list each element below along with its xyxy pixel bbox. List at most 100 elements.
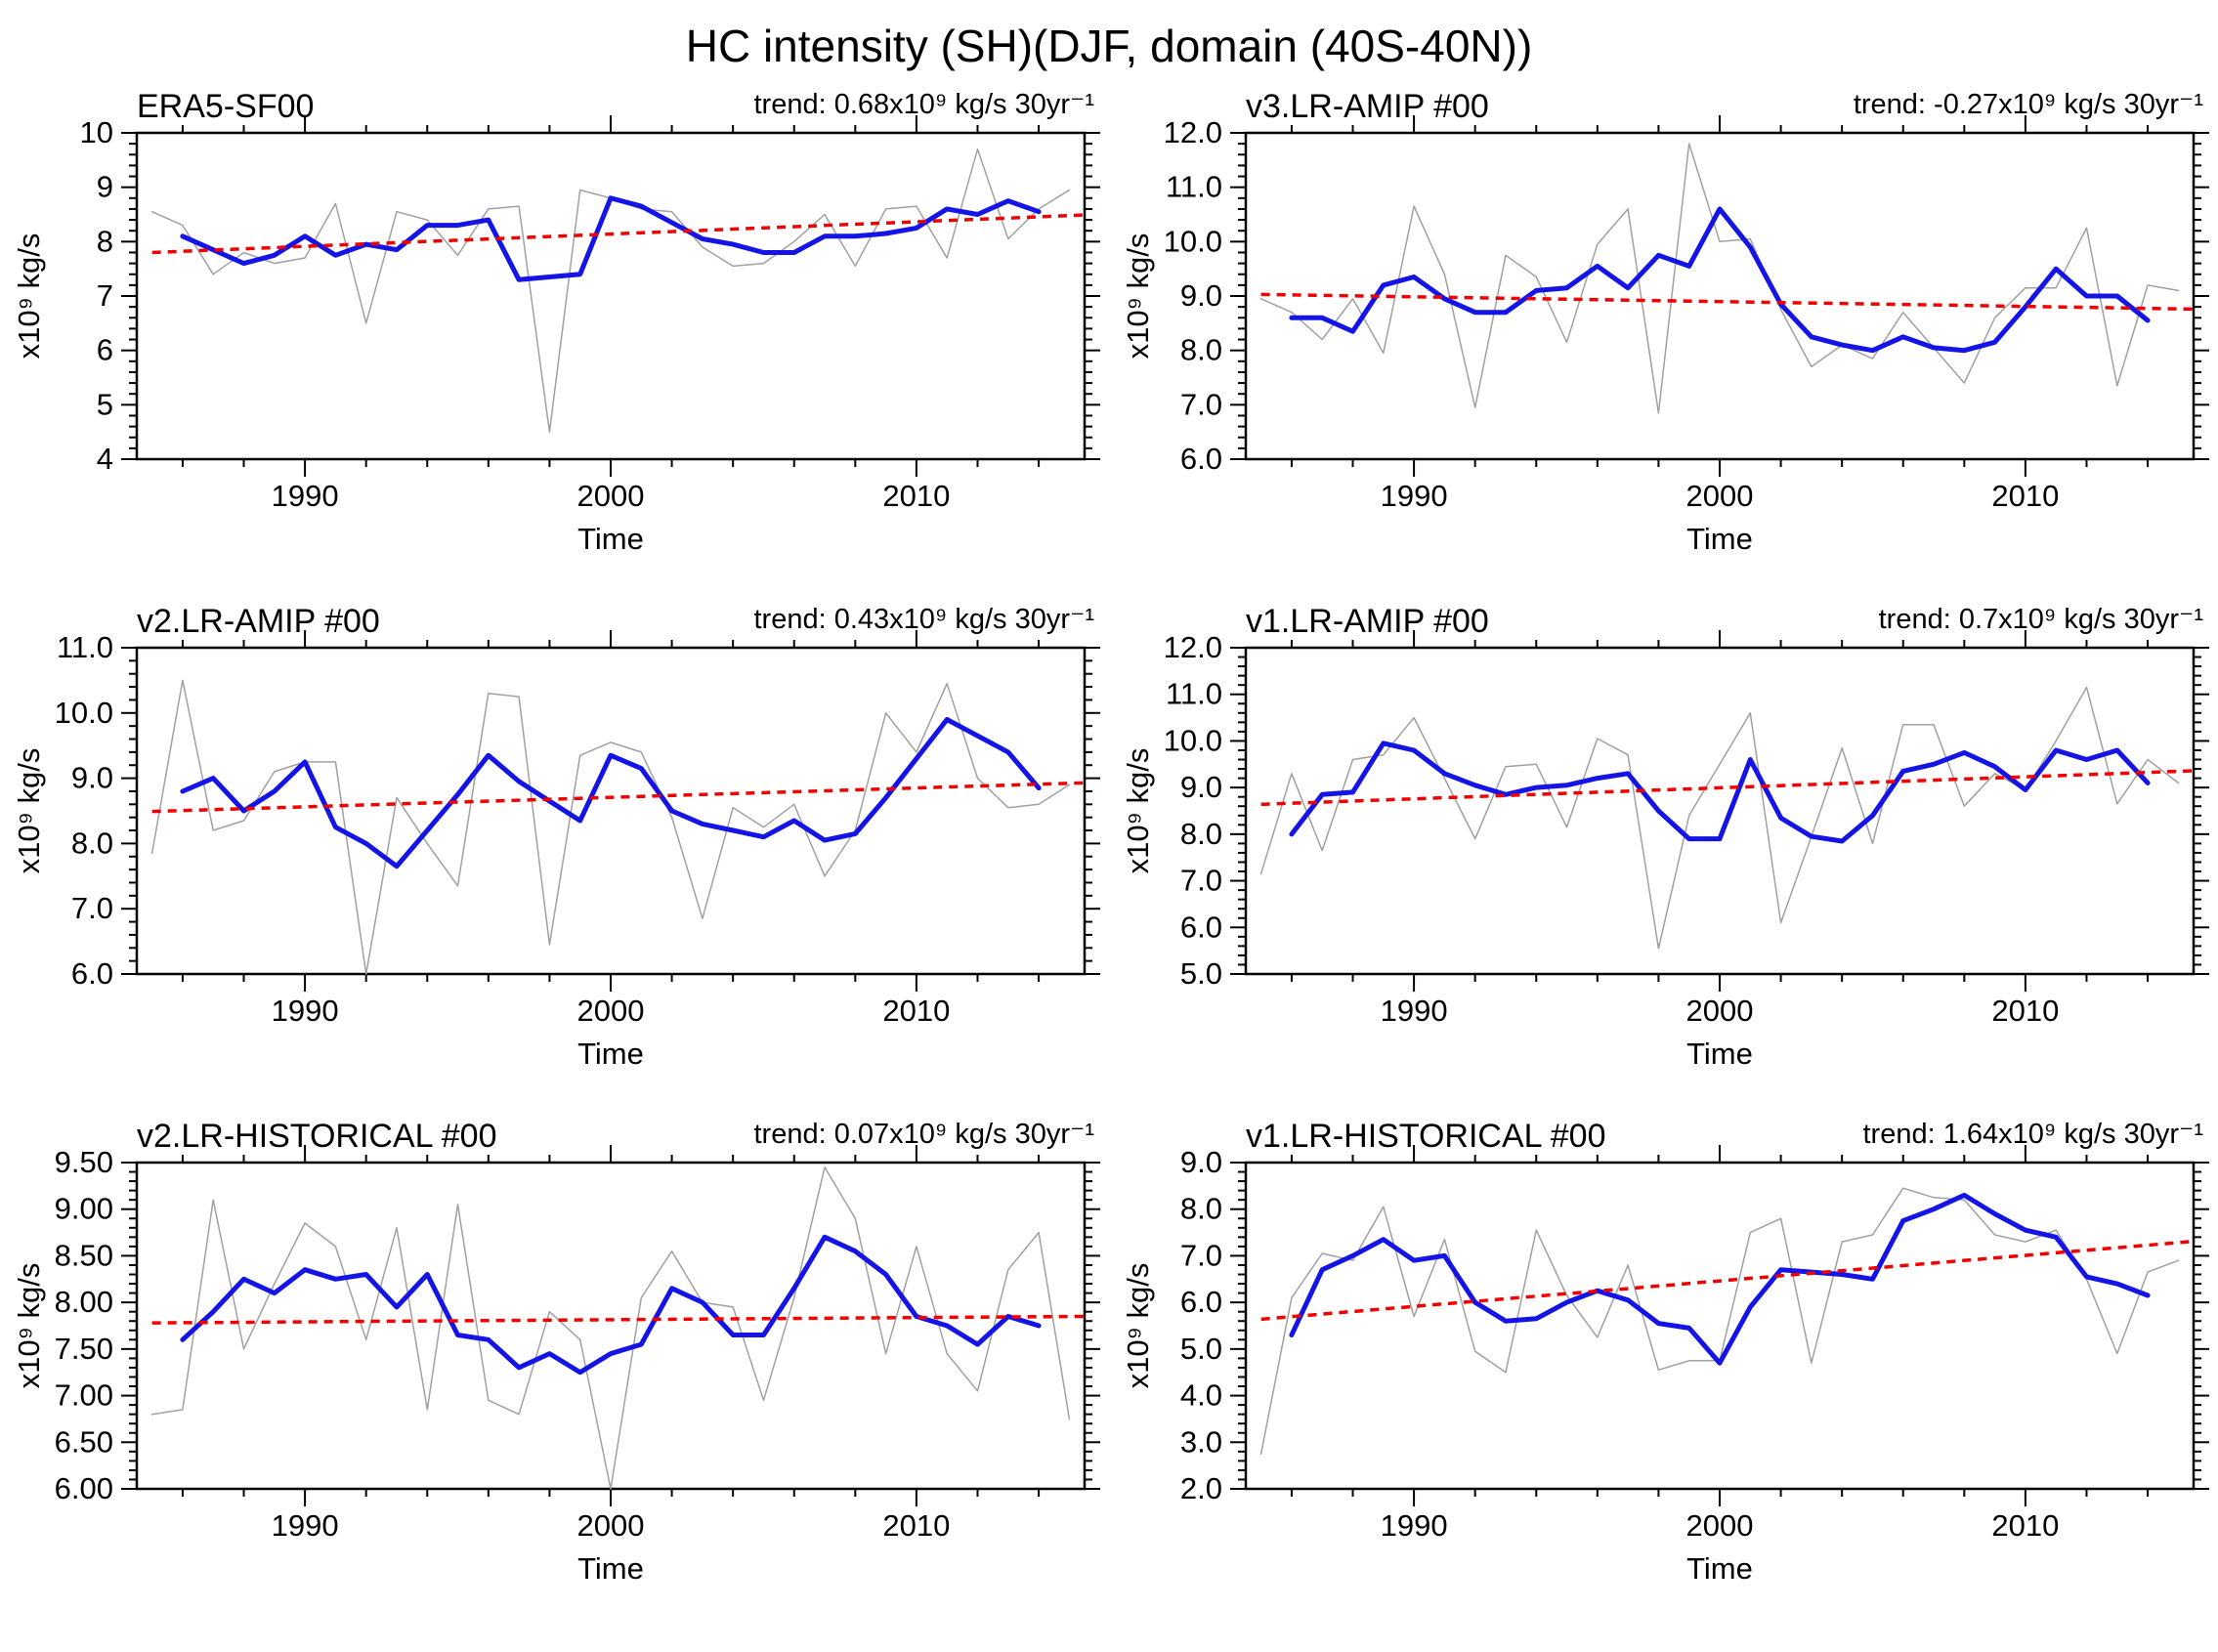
x-axis-title: Time: [577, 522, 644, 556]
smoothed-series-line: [1289, 206, 2151, 354]
x-tick-label: 2010: [882, 994, 950, 1028]
x-tick-label: 2000: [577, 994, 645, 1028]
y-tick-label: 2.0: [1180, 1471, 1222, 1505]
y-tick-label: 6.0: [1180, 442, 1222, 476]
annual-series-line: [150, 148, 1071, 433]
y-tick-label: 8.0: [71, 826, 113, 860]
y-tick-label: 8.0: [1180, 1192, 1222, 1226]
smoothed-series-line: [180, 717, 1042, 869]
figure-title: HC intensity (SH)(DJF, domain (40S-40N)): [685, 21, 1533, 71]
y-tick-label: 12.0: [1164, 115, 1222, 149]
panel-title: v1.LR-HISTORICAL #00: [1246, 1118, 1605, 1155]
y-axis-title: x10⁹ kg/s: [12, 233, 46, 360]
chart-panel-5: v2.LR-HISTORICAL #00 trend: 0.07x10⁹ kg/s…: [0, 1106, 1109, 1621]
trend-label: trend: 0.68x10⁹ kg/s 30yr⁻¹: [753, 89, 1094, 120]
y-tick-label: 8: [97, 224, 113, 258]
smoothed-series-line: [1289, 741, 2151, 844]
x-axis-title: Time: [577, 1551, 644, 1586]
y-tick-label: 7.00: [55, 1378, 113, 1413]
y-tick-label: 8.0: [1180, 333, 1222, 367]
chart-panel-3: v2.LR-AMIP #00 trend: 0.43x10⁹ kg/s 30yr⁻…: [0, 591, 1109, 1106]
y-tick-label: 11.0: [57, 630, 113, 664]
x-axis-title: Time: [1686, 1037, 1753, 1071]
y-tick-label: 7.0: [1180, 1238, 1222, 1272]
x-tick-label: 2010: [1991, 479, 2059, 513]
y-tick-label: 11.0: [1166, 677, 1222, 711]
y-tick-label: 12.0: [1164, 630, 1222, 664]
y-tick-label: 4: [97, 442, 113, 476]
annual-series-line: [150, 679, 1071, 975]
panel-grid: ERA5-SF00 trend: 0.68x10⁹ kg/s 30yr⁻¹ 1990…: [0, 76, 2218, 1621]
y-tick-label: 7.0: [71, 891, 113, 925]
y-tick-label: 6.50: [55, 1424, 113, 1459]
y-tick-label: 10.0: [55, 696, 113, 730]
panel-title: v2.LR-HISTORICAL #00: [137, 1118, 496, 1155]
trend-line: [151, 1314, 1086, 1325]
panel-title: v3.LR-AMIP #00: [1246, 88, 1489, 125]
panel-title: v1.LR-AMIP #00: [1246, 603, 1489, 640]
y-axis-title: x10⁹ kg/s: [12, 1263, 46, 1389]
y-tick-label: 8.0: [1180, 817, 1222, 851]
y-tick-label: 9.0: [71, 761, 113, 795]
annual-series-line: [1259, 1187, 2180, 1455]
y-tick-label: 5.0: [1180, 1332, 1222, 1366]
x-axis-title: Time: [577, 1037, 644, 1071]
smoothed-series-line: [1289, 1192, 2151, 1366]
x-tick-label: 2010: [882, 479, 950, 513]
y-tick-label: 7.0: [1180, 387, 1222, 421]
y-tick-label: 8.00: [55, 1285, 113, 1319]
y-tick-label: 9.50: [55, 1145, 113, 1179]
y-axis-title: x10⁹ kg/s: [12, 748, 46, 874]
trend-line: [1260, 292, 2195, 312]
plot-box: [135, 646, 1087, 976]
x-axis-title: Time: [1686, 1551, 1753, 1586]
y-axis-title: x10⁹ kg/s: [1121, 748, 1155, 874]
y-tick-label: 5: [97, 387, 113, 421]
annual-series-line: [1259, 686, 2180, 950]
x-tick-label: 2000: [1686, 994, 1754, 1028]
plot-box: [1244, 1161, 2196, 1491]
annual-series-line: [1259, 143, 2180, 414]
trend-label: trend: 0.7x10⁹ kg/s 30yr⁻¹: [1879, 604, 2204, 635]
y-tick-label: 9.00: [55, 1192, 113, 1226]
y-tick-label: 10: [80, 115, 113, 149]
y-tick-label: 10.0: [1164, 723, 1222, 757]
y-tick-label: 6.00: [55, 1471, 113, 1505]
x-tick-label: 2000: [577, 479, 645, 513]
annual-series-line: [150, 1166, 1071, 1490]
x-tick-label: 1990: [1381, 479, 1448, 513]
panel-svg: v1.LR-HISTORICAL #00 trend: 1.64x10⁹ kg/s…: [1121, 1118, 2209, 1586]
trend-label: trend: 1.64x10⁹ kg/s 30yr⁻¹: [1862, 1119, 2203, 1150]
smoothed-series-line: [180, 1234, 1042, 1376]
chart-panel-4: v1.LR-AMIP #00 trend: 0.7x10⁹ kg/s 30yr⁻¹…: [1109, 591, 2218, 1106]
y-tick-label: 7: [97, 278, 113, 313]
y-tick-label: 6: [97, 333, 113, 367]
y-axis-title: x10⁹ kg/s: [1121, 233, 1155, 360]
y-tick-label: 6.0: [71, 956, 113, 991]
trend-line: [151, 781, 1086, 814]
x-tick-label: 1990: [1381, 994, 1448, 1028]
y-tick-label: 9.0: [1180, 278, 1222, 313]
x-tick-label: 2010: [882, 1508, 950, 1543]
trend-line: [1260, 769, 2195, 807]
y-tick-label: 3.0: [1180, 1424, 1222, 1459]
y-tick-label: 10.0: [1164, 224, 1222, 258]
y-tick-label: 7.0: [1180, 864, 1222, 898]
x-tick-label: 1990: [272, 994, 339, 1028]
x-tick-label: 2000: [577, 1508, 645, 1543]
y-tick-label: 9.0: [1180, 1145, 1222, 1179]
y-tick-label: 9: [97, 170, 113, 204]
y-tick-label: 8.50: [55, 1238, 113, 1272]
x-axis-title: Time: [1686, 522, 1753, 556]
panel-svg: ERA5-SF00 trend: 0.68x10⁹ kg/s 30yr⁻¹ 1990…: [12, 88, 1100, 556]
y-tick-label: 4.0: [1180, 1378, 1222, 1413]
x-tick-label: 2000: [1686, 479, 1754, 513]
y-tick-label: 9.0: [1180, 770, 1222, 804]
x-tick-label: 2000: [1686, 1508, 1754, 1543]
trend-label: trend: -0.27x10⁹ kg/s 30yr⁻¹: [1854, 89, 2204, 120]
trend-label: trend: 0.43x10⁹ kg/s 30yr⁻¹: [753, 604, 1094, 635]
panel-svg: v3.LR-AMIP #00 trend: -0.27x10⁹ kg/s 30yr…: [1121, 88, 2209, 556]
panel-title: v2.LR-AMIP #00: [137, 603, 380, 640]
y-tick-label: 11.0: [1166, 170, 1222, 204]
chart-panel-2: v3.LR-AMIP #00 trend: -0.27x10⁹ kg/s 30yr…: [1109, 76, 2218, 591]
